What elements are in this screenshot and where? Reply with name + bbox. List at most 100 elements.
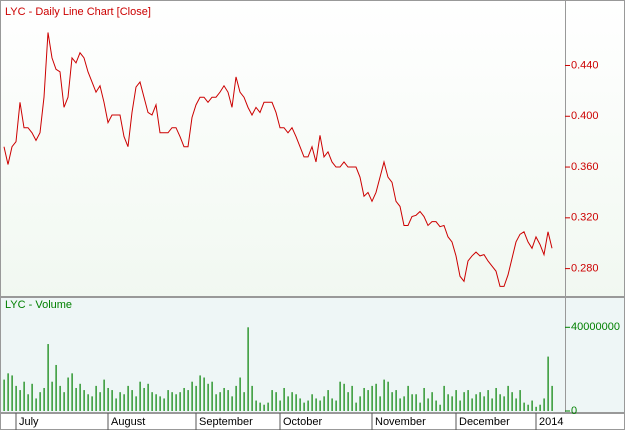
volume-bar xyxy=(447,394,449,411)
volume-bar xyxy=(3,379,5,411)
x-tick-label: September xyxy=(199,416,253,428)
volume-bar xyxy=(507,385,509,411)
volume-bar xyxy=(23,381,25,411)
volume-bar xyxy=(231,396,233,411)
volume-bar xyxy=(391,392,393,411)
volume-bar xyxy=(211,381,213,411)
volume-bar xyxy=(471,398,473,411)
volume-bar xyxy=(407,385,409,411)
volume-bar xyxy=(515,398,517,411)
volume-bar xyxy=(527,404,529,411)
volume-bar xyxy=(183,387,185,411)
volume-bar xyxy=(319,400,321,411)
volume-bar xyxy=(291,392,293,411)
volume-bar xyxy=(367,390,369,411)
volume-bar xyxy=(103,379,105,411)
volume-bar xyxy=(511,392,513,411)
volume-bar xyxy=(251,385,253,411)
volume-bar xyxy=(347,392,349,411)
volume-bar xyxy=(343,383,345,411)
volume-bar xyxy=(331,398,333,411)
volume-bar xyxy=(63,392,65,411)
x-tick-label: 2014 xyxy=(539,416,563,428)
x-tick-label: November xyxy=(375,416,426,428)
volume-bar xyxy=(239,377,241,411)
volume-bar xyxy=(531,400,533,411)
volume-bar xyxy=(159,396,161,411)
volume-bar xyxy=(355,402,357,411)
volume-bar xyxy=(195,385,197,411)
volume-bar xyxy=(375,383,377,411)
chart-title: LYC - Daily Line Chart [Close] xyxy=(5,6,151,18)
y-tick-label: 0.400 xyxy=(571,110,599,122)
volume-bar xyxy=(107,387,109,411)
volume-bar xyxy=(263,404,265,411)
volume-bar xyxy=(379,396,381,411)
volume-bar xyxy=(179,392,181,411)
volume-bar xyxy=(315,398,317,411)
volume-bar xyxy=(247,327,249,411)
volume-bar xyxy=(267,402,269,411)
volume-bar xyxy=(427,398,429,411)
volume-bar xyxy=(287,396,289,411)
volume-bar xyxy=(335,400,337,411)
volume-bar xyxy=(7,373,9,411)
volume-bar xyxy=(539,404,541,411)
volume-bar xyxy=(207,383,209,411)
volume-bar xyxy=(443,385,445,411)
volume-bar xyxy=(439,404,441,411)
volume-bar xyxy=(203,377,205,411)
volume-bar xyxy=(479,392,481,411)
volume-bar xyxy=(11,375,13,411)
volume-bar xyxy=(399,398,401,411)
x-tick-label: October xyxy=(283,416,322,428)
x-tick-label: August xyxy=(111,416,145,428)
volume-bar xyxy=(451,396,453,411)
volume-bar xyxy=(15,385,17,411)
volume-bar xyxy=(55,364,57,411)
volume-bar xyxy=(135,396,137,411)
volume-bar xyxy=(35,398,37,411)
volume-bar xyxy=(199,375,201,411)
volume-bar xyxy=(495,387,497,411)
volume-bar xyxy=(171,392,173,411)
volume-bar xyxy=(187,390,189,411)
volume-bar xyxy=(487,390,489,411)
x-tick-label: December xyxy=(459,416,510,428)
volume-bar xyxy=(243,392,245,411)
volume-bar xyxy=(275,392,277,411)
volume-bar xyxy=(491,398,493,411)
volume-bar xyxy=(91,396,93,411)
volume-bar xyxy=(463,392,465,411)
volume-bar xyxy=(327,390,329,411)
volume-bar xyxy=(175,394,177,411)
volume-bar xyxy=(523,402,525,411)
volume-bar xyxy=(47,344,49,411)
volume-bar xyxy=(39,392,41,411)
volume-bar xyxy=(535,406,537,411)
y-tick-label: 40000000 xyxy=(571,321,620,333)
volume-bar xyxy=(455,390,457,411)
volume-bar xyxy=(435,400,437,411)
volume-bar xyxy=(259,402,261,411)
volume-bar xyxy=(119,392,121,411)
volume-bar xyxy=(67,377,69,411)
volume-bar xyxy=(127,385,129,411)
volume-bar xyxy=(383,379,385,411)
volume-bar xyxy=(87,394,89,411)
volume-bar xyxy=(519,390,521,411)
volume-bar xyxy=(547,356,549,411)
volume-bar xyxy=(403,396,405,411)
volume-bar xyxy=(163,398,165,411)
volume-bar xyxy=(151,392,153,411)
volume-bar xyxy=(123,394,125,411)
volume-bar xyxy=(27,394,29,411)
volume-bar xyxy=(219,392,221,411)
volume-bar xyxy=(467,390,469,411)
volume-bar xyxy=(459,400,461,411)
volume-bar xyxy=(99,392,101,411)
volume-bar xyxy=(475,394,477,411)
x-tick-label: July xyxy=(19,416,39,428)
volume-bar xyxy=(191,381,193,411)
